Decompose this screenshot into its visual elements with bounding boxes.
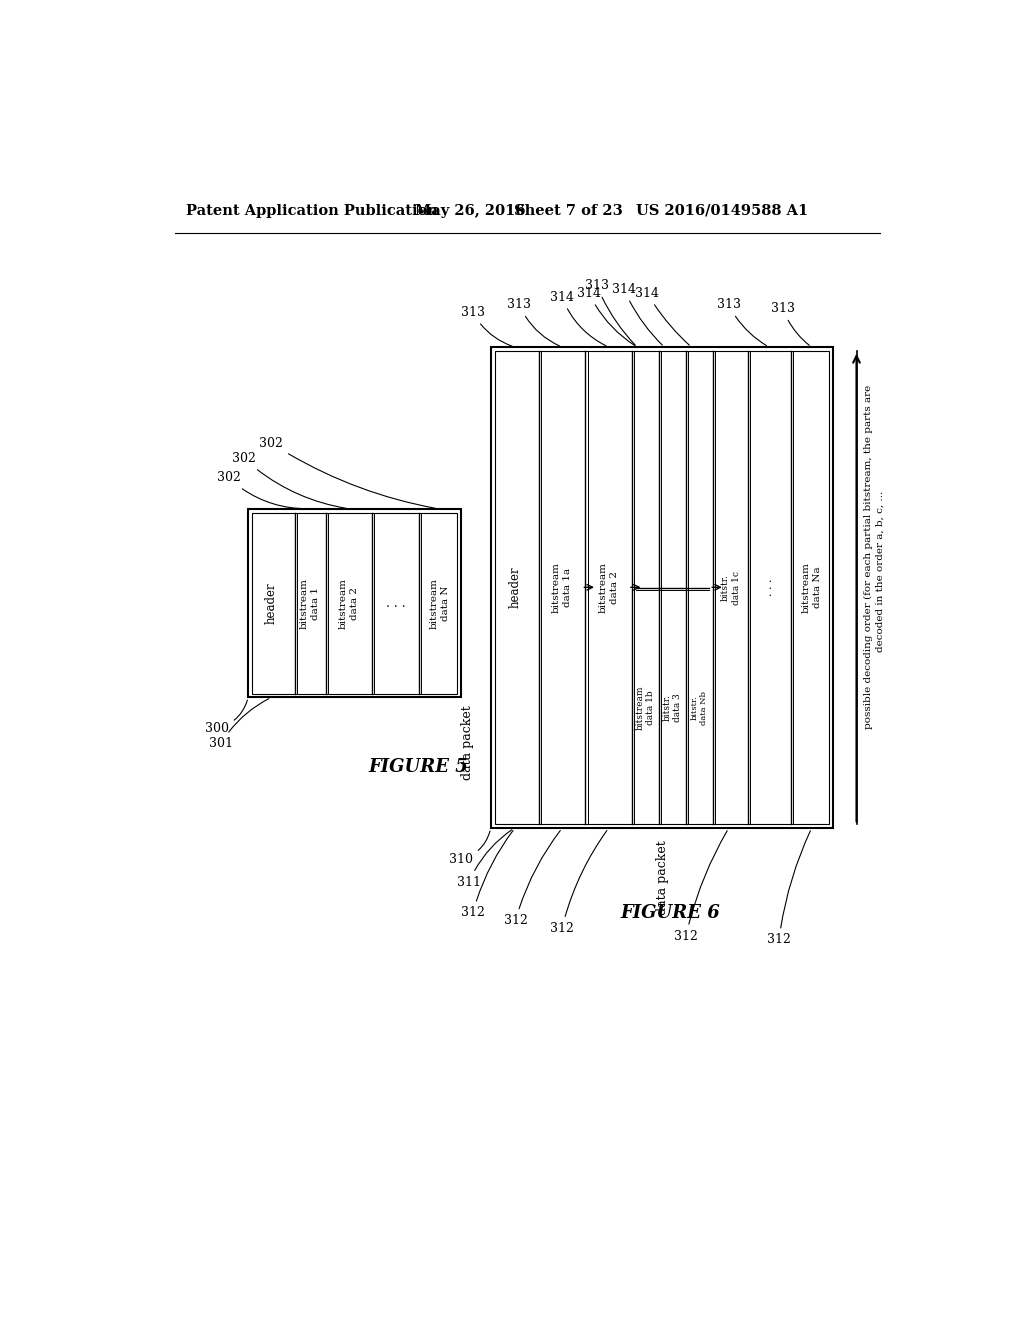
Text: FIGURE 6: FIGURE 6 xyxy=(621,904,720,921)
Text: US 2016/0149588 A1: US 2016/0149588 A1 xyxy=(636,203,808,218)
Text: bitstream
data 1a: bitstream data 1a xyxy=(552,562,572,612)
Bar xyxy=(495,351,829,825)
Text: bitstream
data 1b: bitstream data 1b xyxy=(636,685,655,730)
Text: 302: 302 xyxy=(217,471,307,508)
Text: decoded in the order a, b, c, ...: decoded in the order a, b, c, ... xyxy=(876,491,885,652)
Bar xyxy=(490,347,834,829)
Text: data packet: data packet xyxy=(656,840,670,915)
Text: bitstream
data Na: bitstream data Na xyxy=(802,562,822,612)
Text: 314: 314 xyxy=(550,290,606,346)
Text: . . .: . . . xyxy=(386,597,406,610)
Text: 302: 302 xyxy=(232,453,346,508)
Text: 312: 312 xyxy=(461,830,513,920)
Text: 313: 313 xyxy=(585,279,635,345)
Text: data packet: data packet xyxy=(461,705,474,780)
Bar xyxy=(248,508,461,697)
Text: 311: 311 xyxy=(457,830,512,888)
Text: header: header xyxy=(508,566,521,609)
Bar xyxy=(252,512,458,693)
Text: 300: 300 xyxy=(205,700,248,735)
Text: bitstream
data N: bitstream data N xyxy=(430,578,450,628)
Text: Patent Application Publication: Patent Application Publication xyxy=(186,203,438,218)
Text: 313: 313 xyxy=(507,298,559,346)
Text: 313: 313 xyxy=(771,302,809,346)
Text: 313: 313 xyxy=(717,298,767,346)
Text: 314: 314 xyxy=(635,286,689,346)
Text: bitstream
data 1: bitstream data 1 xyxy=(300,578,321,628)
Text: FIGURE 5: FIGURE 5 xyxy=(369,758,469,776)
Text: 312: 312 xyxy=(550,830,607,935)
Text: May 26, 2016: May 26, 2016 xyxy=(415,203,525,218)
Text: header: header xyxy=(265,582,278,624)
Text: bitstr.
data 3: bitstr. data 3 xyxy=(663,693,682,722)
Text: bitstream
data 2: bitstream data 2 xyxy=(598,562,618,612)
Text: . . .: . . . xyxy=(764,579,774,597)
Text: 302: 302 xyxy=(259,437,435,508)
Text: bitstream
data 2: bitstream data 2 xyxy=(339,578,359,628)
Text: 310: 310 xyxy=(450,832,490,866)
Text: 301: 301 xyxy=(209,698,269,750)
Text: bitstr.
data 1c: bitstr. data 1c xyxy=(721,570,740,605)
Text: 312: 312 xyxy=(674,830,727,942)
Text: 312: 312 xyxy=(767,830,810,946)
Text: 312: 312 xyxy=(504,830,560,927)
Text: 313: 313 xyxy=(461,306,512,346)
Text: Sheet 7 of 23: Sheet 7 of 23 xyxy=(514,203,623,218)
Text: possible decoding order (for each partial bitstream, the parts are: possible decoding order (for each partia… xyxy=(864,384,873,729)
Text: bitstr.
data Nb: bitstr. data Nb xyxy=(691,692,709,725)
Text: 314: 314 xyxy=(578,286,635,346)
Text: 314: 314 xyxy=(612,282,663,345)
